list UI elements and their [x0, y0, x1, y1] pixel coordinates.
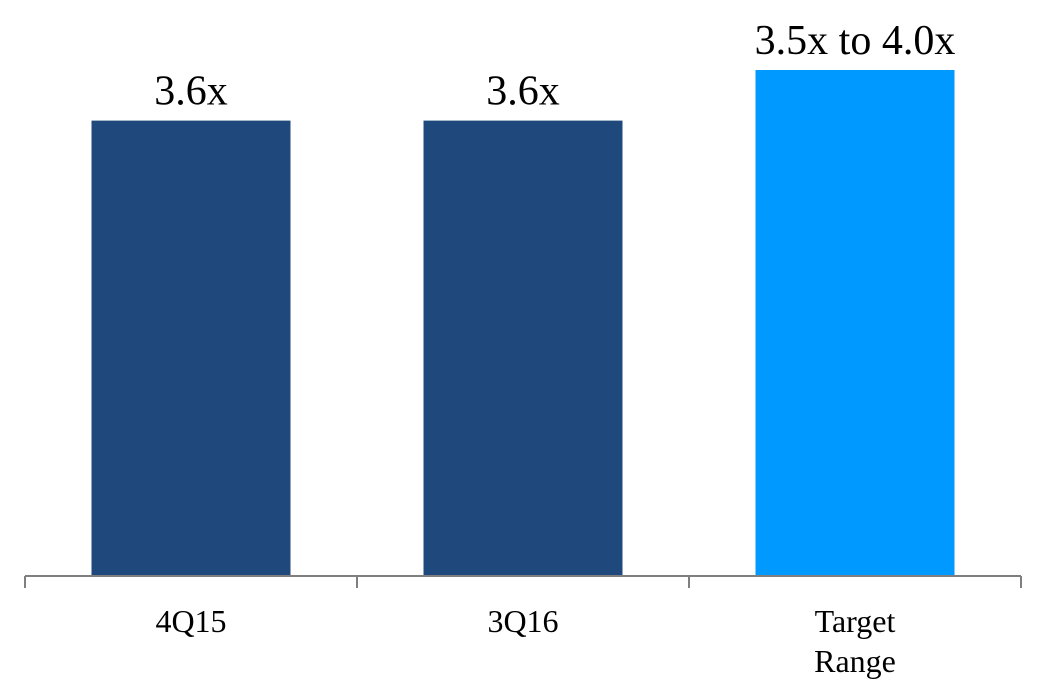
- x-axis: [24, 575, 1022, 588]
- x-tick-labels-group: 4Q15 3Q16 Target Range: [155, 603, 895, 679]
- x-tick-label-line: Target: [815, 603, 896, 639]
- x-tick-label-1: 3Q16: [487, 603, 558, 639]
- bar-1: [423, 120, 623, 576]
- data-labels-group: 3.6x 3.6x 3.5x to 4.0x: [154, 18, 955, 115]
- x-tick-label-line: 3Q16: [487, 603, 558, 639]
- data-label-1: 3.6x: [486, 69, 560, 115]
- bars-group: [91, 70, 955, 576]
- x-tick-label-2: Target Range: [814, 603, 896, 679]
- x-tick-label-line: Range: [814, 643, 896, 679]
- data-label-0: 3.6x: [154, 69, 228, 115]
- x-tick-label-line: 4Q15: [155, 603, 226, 639]
- bar-2: [755, 70, 955, 576]
- bar-0: [91, 120, 291, 576]
- data-label-2: 3.5x to 4.0x: [755, 18, 956, 64]
- x-tick-label-0: 4Q15: [155, 603, 226, 639]
